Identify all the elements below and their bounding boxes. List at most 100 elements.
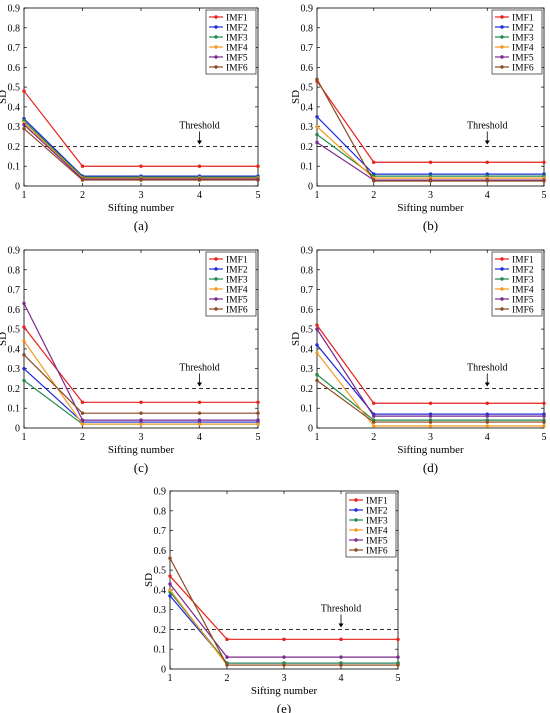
chart-2-legend-marker-IMF3	[214, 277, 218, 281]
chart-4-ytick-label-1: 0.1	[154, 645, 167, 656]
chart-4-legend-label-IMF6: IMF6	[366, 546, 388, 556]
chart-0-ytick-label-9: 0.9	[8, 4, 21, 15]
chart-2-series-IMF4-point-3	[197, 422, 202, 426]
chart-2-series-IMF5-point-3	[197, 418, 202, 422]
chart-4-legend-marker-IMF2	[354, 508, 358, 512]
chart-3-series-IMF6-point-0	[315, 378, 319, 383]
chart-2-series-IMF1-point-2	[139, 400, 143, 404]
chart-4-series-IMF1-point-4	[396, 637, 400, 642]
chart-2-xtick-label-4: 5	[256, 432, 261, 443]
chart-2-panel-label: (c)	[134, 460, 148, 475]
chart-2-legend-marker-IMF6	[214, 307, 218, 311]
chart-3-ytick-label-4: 0.4	[301, 344, 314, 355]
chart-3-series-IMF1-point-2	[428, 401, 433, 405]
chart-4-series-IMF6-point-1	[225, 663, 229, 667]
chart-1-ytick-label-3: 0.3	[301, 122, 314, 133]
chart-4-series-IMF1-point-0	[168, 574, 172, 578]
chart-3-legend-label-IMF6: IMF6	[512, 305, 534, 315]
chart-2-series-IMF5-point-0	[22, 301, 26, 306]
chart-0-series-IMF5-point-0	[22, 122, 26, 127]
chart-1-legend-label-IMF1: IMF1	[512, 13, 534, 23]
chart-4-series-IMF1-point-2	[282, 637, 286, 642]
chart-3-series-IMF2-point-0	[315, 343, 319, 347]
chart-0-legend-marker-IMF1	[214, 15, 218, 19]
chart-1-series-IMF6-point-2	[428, 179, 433, 183]
chart-0-series-IMF6-point-1	[80, 178, 85, 182]
chart-4-xtick-label-1: 2	[225, 673, 230, 684]
chart-3-legend-marker-IMF3	[500, 277, 504, 281]
chart-4-legend-marker-IMF4	[354, 528, 358, 532]
chart-4-legend-marker-IMF5	[354, 538, 358, 542]
chart-0-series-IMF6-point-3	[197, 178, 202, 182]
chart-0-legend-label-IMF1: IMF1	[226, 13, 248, 23]
chart-2-ytick-label-2: 0.2	[8, 384, 21, 395]
chart-1-legend-label-IMF5: IMF5	[512, 53, 534, 63]
chart-2-xtick-label-2: 3	[139, 432, 144, 443]
chart-1-xtick-label-3: 4	[485, 190, 490, 201]
chart-3-xtick-label-4: 5	[542, 432, 547, 443]
chart-3-series-IMF6-point-1	[372, 420, 376, 424]
chart-3-ylabel: SD	[290, 332, 302, 346]
chart-0-ytick-label-8: 0.8	[8, 23, 21, 34]
chart-0-xtick-label-1: 2	[80, 190, 85, 201]
chart-0: 0 0.1 0.2 0.3 0.4 0.5 0.6 0.7 0.8 0.9 1 2 3 4 5 Sifting…	[0, 4, 261, 234]
chart-0-series-IMF5-line	[23, 124, 258, 180]
chart-3-legend-marker-IMF5	[500, 297, 504, 301]
chart-0-series-IMF3-line	[23, 120, 258, 178]
chart-1-xlabel: Sifting number	[397, 202, 464, 214]
chart-3-xlabel: Sifting number	[397, 444, 464, 456]
chart-2-ytick-label-7: 0.7	[8, 285, 21, 296]
chart-1-legend-marker-IMF4	[500, 45, 504, 49]
chart-1-series-IMF1-line	[316, 80, 544, 163]
chart-3-series-IMF6-point-4	[542, 420, 546, 424]
chart-2-ytick-label-1: 0.1	[8, 404, 21, 415]
chart-2-series-IMF6-point-1	[80, 411, 85, 415]
chart-1-legend-label-IMF6: IMF6	[512, 63, 534, 73]
chart-4-series-IMF5-line	[169, 583, 398, 658]
chart-2-series-IMF4-point-0	[22, 339, 26, 343]
chart-3-series-IMF6-point-3	[485, 420, 489, 424]
chart-3-series-IMF5-point-0	[315, 327, 319, 331]
chart-0-ytick-label-0: 0	[15, 182, 20, 193]
chart-4-ytick-label-3: 0.3	[154, 605, 167, 616]
chart-1-series-IMF6-point-4	[542, 179, 546, 183]
chart-0-series-IMF4-line	[23, 122, 258, 179]
chart-0-ytick-label-4: 0.4	[8, 102, 21, 113]
chart-1-threshold-label: Threshold	[467, 120, 508, 131]
chart-4-series-IMF1-point-1	[225, 637, 229, 642]
chart-0-series-IMF1-point-2	[139, 164, 143, 168]
chart-1-ytick-label-2: 0.2	[301, 142, 314, 153]
chart-0-legend-box	[205, 9, 257, 75]
chart-3-ytick-label-1: 0.1	[301, 404, 314, 415]
chart-4-series-IMF1-point-3	[339, 637, 343, 642]
chart-2-legend-marker-IMF4	[214, 287, 218, 291]
chart-0-series-IMF1-point-1	[80, 164, 85, 168]
chart-0-legend-label-IMF6: IMF6	[226, 63, 248, 73]
chart-4-xtick-label-0: 1	[168, 673, 173, 684]
chart-4-threshold-arrowhead	[338, 623, 344, 628]
chart-2-series-IMF5-point-1	[80, 418, 85, 422]
chart-1-ytick-label-6: 0.6	[301, 63, 314, 74]
chart-1-series-IMF1-point-1	[372, 160, 376, 164]
chart-1-ytick-label-0: 0	[308, 182, 313, 193]
chart-1: 0 0.1 0.2 0.3 0.4 0.5 0.6 0.7 0.8 0.9 1 2 3 4 5 Sifting…	[290, 4, 547, 234]
chart-3-series-IMF4-point-2	[428, 424, 433, 428]
chart-4-legend-label-IMF1: IMF1	[366, 496, 388, 506]
chart-1-xtick-label-2: 3	[428, 190, 433, 201]
chart-0-legend-marker-IMF6	[214, 65, 218, 69]
chart-3-legend-label-IMF3: IMF3	[512, 275, 534, 285]
chart-2-legend-marker-IMF1	[214, 257, 218, 261]
chart-4-legend-box	[345, 492, 397, 558]
chart-0-xtick-label-2: 3	[139, 190, 144, 201]
chart-2-legend-marker-IMF5	[214, 297, 218, 301]
chart-1-series-IMF6-point-0	[315, 77, 319, 81]
chart-0-legend-marker-IMF5	[214, 55, 218, 59]
chart-4-xlabel: Sifting number	[251, 685, 318, 697]
chart-1-series-IMF3-point-0	[315, 132, 319, 137]
chart-2-series-IMF4-point-4	[256, 422, 260, 426]
chart-2-series-IMF6-point-0	[22, 353, 26, 357]
chart-2-series-IMF1-point-4	[256, 400, 260, 404]
chart-2-legend-marker-IMF2	[214, 267, 218, 271]
chart-4-threshold-label: Threshold	[321, 603, 362, 614]
chart-1-legend-label-IMF3: IMF3	[512, 33, 534, 43]
